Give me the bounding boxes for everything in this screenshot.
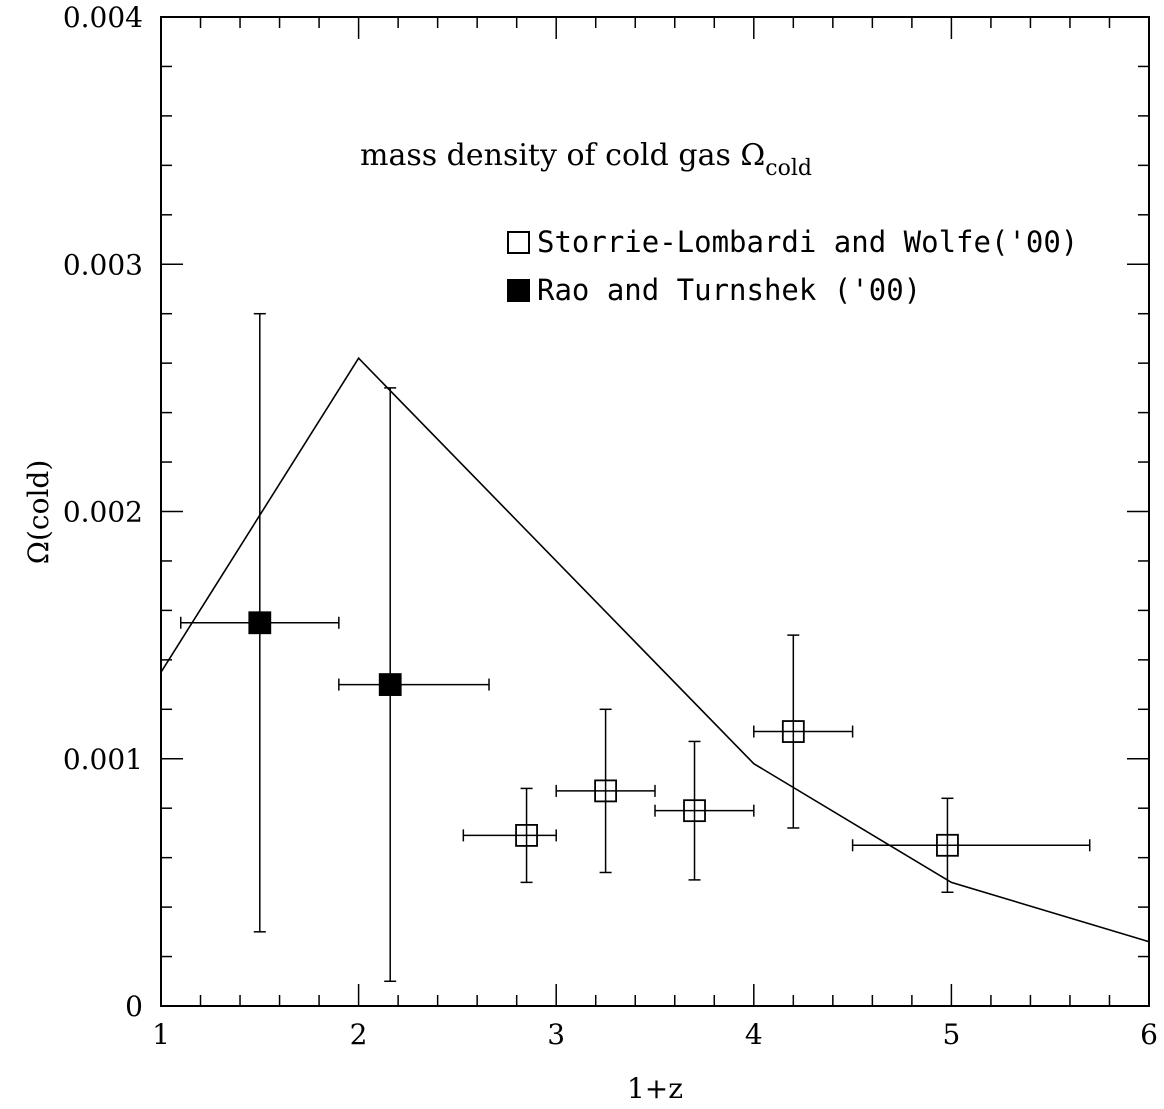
y-tick-label: 0.001 xyxy=(63,743,143,776)
filled-square-marker xyxy=(378,673,402,696)
legend-marker-filled-square xyxy=(507,279,530,302)
x-tick-label: 3 xyxy=(547,1018,565,1051)
data-point-storrie-lombardi xyxy=(654,740,755,881)
legend-marker-open-square xyxy=(507,231,530,254)
legend: Storrie-Lombardi and Wolfe('00) Rao and … xyxy=(507,225,1078,307)
data-point-rao-turnshek xyxy=(338,387,490,983)
x-tick-label: 5 xyxy=(942,1018,960,1051)
x-tick-label: 4 xyxy=(745,1018,763,1051)
data-point-storrie-lombardi xyxy=(555,708,656,874)
filled-square-marker xyxy=(248,611,272,635)
open-square-marker xyxy=(515,823,538,847)
open-square-marker xyxy=(781,720,805,743)
model-curve xyxy=(160,356,1150,943)
y-tick-label: 0.003 xyxy=(63,248,143,281)
x-tick-label: 1 xyxy=(152,1018,170,1051)
chart-title: mass density of cold gas Ωcold xyxy=(360,138,812,181)
data-point-rao-turnshek xyxy=(180,312,340,933)
y-tick-label: 0.002 xyxy=(63,496,143,529)
data-point-storrie-lombardi xyxy=(851,797,1091,894)
x-tick-label: 6 xyxy=(1140,1018,1158,1051)
x-tick-label: 2 xyxy=(350,1018,368,1051)
open-square-marker xyxy=(594,779,617,803)
data-point-storrie-lombardi xyxy=(753,634,854,829)
y-tick-label: 0.004 xyxy=(63,1,143,34)
open-square-marker xyxy=(683,799,706,823)
x-axis-label: 1+z xyxy=(627,1072,683,1105)
legend-label-rao: Rao and Turnshek ('00) xyxy=(537,273,921,307)
y-tick-label: 0 xyxy=(125,990,143,1023)
y-axis-label: Ω(cold) xyxy=(22,460,55,564)
data-point-storrie-lombardi xyxy=(462,787,557,884)
open-square-marker xyxy=(936,833,959,857)
legend-label-storrie: Storrie-Lombardi and Wolfe('00) xyxy=(537,225,1078,259)
